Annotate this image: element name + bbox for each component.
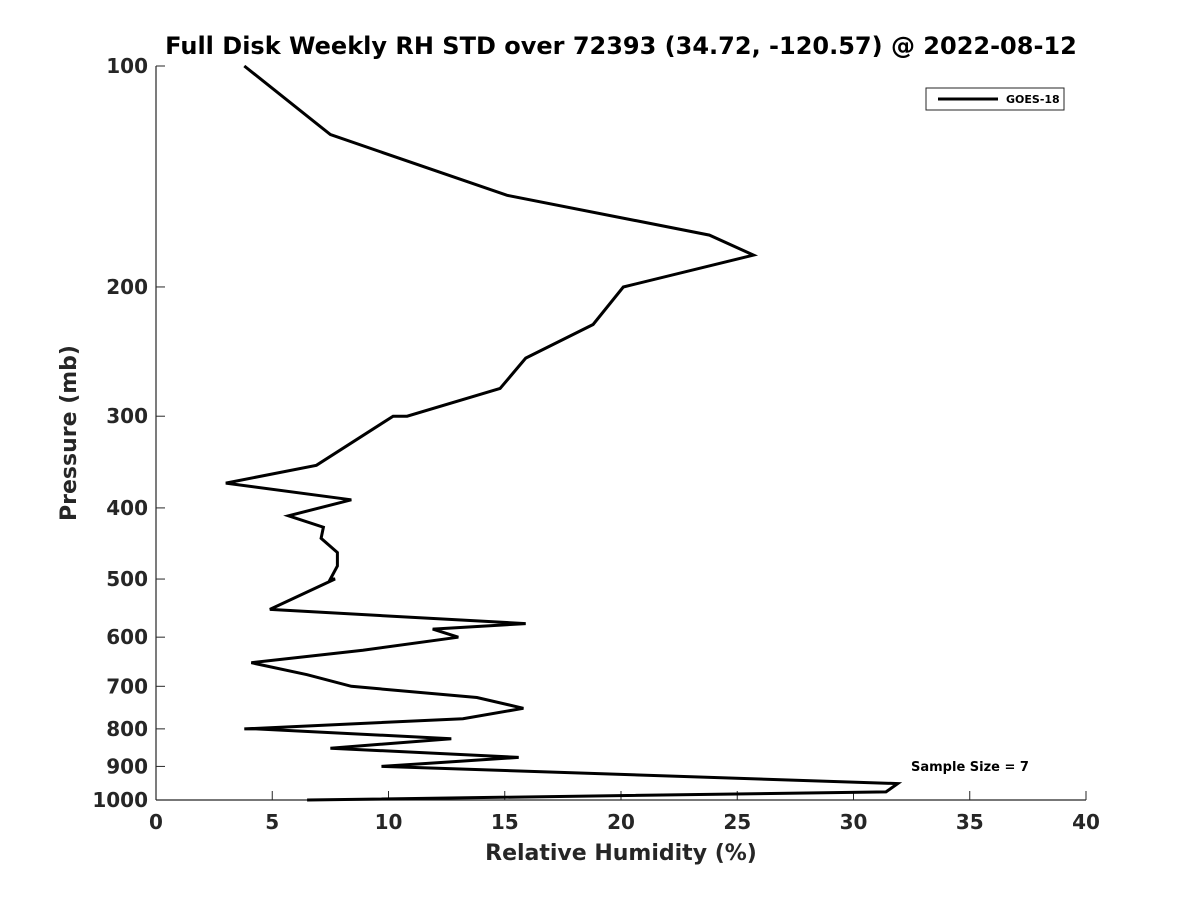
y-tick-label: 500 xyxy=(106,567,148,591)
x-ticks: 0 5 10 15 20 25 30 35 40 xyxy=(149,791,1100,834)
y-tick-label: 200 xyxy=(106,275,148,299)
x-tick-label: 0 xyxy=(149,810,163,834)
legend: GOES-18 xyxy=(925,87,1065,111)
sample-size-annotation: Sample Size = 7 xyxy=(911,760,1029,775)
x-axis-label: Relative Humidity (%) xyxy=(485,841,757,866)
y-tick-label: 100 xyxy=(106,54,148,78)
x-tick-label: 40 xyxy=(1072,810,1100,834)
x-tick-label: 25 xyxy=(723,810,751,834)
x-tick-label: 30 xyxy=(840,810,868,834)
series-group xyxy=(225,64,903,802)
x-tick-label: 5 xyxy=(265,810,279,834)
y-tick-label: 900 xyxy=(106,754,148,778)
x-tick-label: 10 xyxy=(375,810,403,834)
y-tick-label: 400 xyxy=(106,496,148,520)
x-tick-label: 35 xyxy=(956,810,984,834)
y-tick-label: 700 xyxy=(106,674,148,698)
y-tick-label: 1000 xyxy=(92,788,148,812)
y-tick-label: 800 xyxy=(106,717,148,741)
y-tick-label: 300 xyxy=(106,404,148,428)
y-ticks: 100 200 300 400 500 600 700 800 900 1000 xyxy=(92,54,165,812)
legend-label-goes-18: GOES-18 xyxy=(1006,93,1060,106)
x-tick-label: 20 xyxy=(607,810,635,834)
y-tick-label: 600 xyxy=(106,625,148,649)
chart-title: Full Disk Weekly RH STD over 72393 (34.7… xyxy=(165,32,1077,60)
series-line-goes-18 xyxy=(225,64,903,802)
y-axis-label: Pressure (mb) xyxy=(57,345,82,521)
x-tick-label: 15 xyxy=(491,810,519,834)
